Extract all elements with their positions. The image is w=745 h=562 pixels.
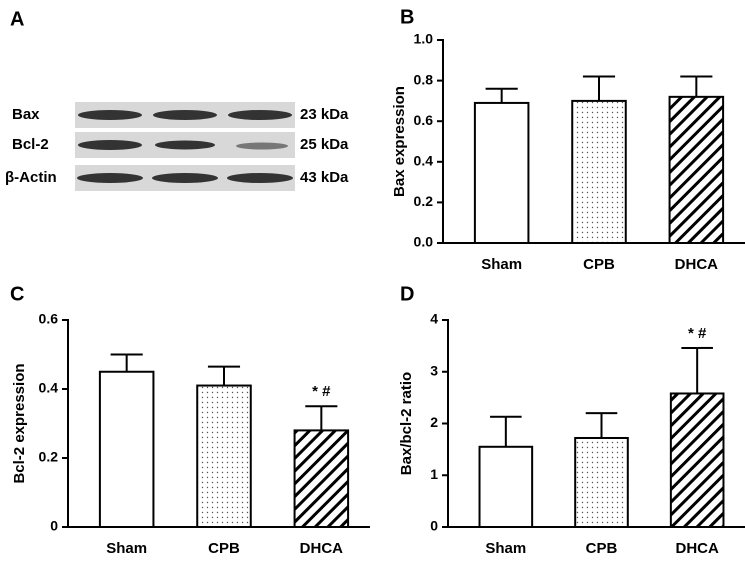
protein-label: β-Actin	[5, 169, 57, 186]
y-tick-label: 4	[430, 311, 438, 327]
size-label: 43 kDa	[300, 169, 349, 186]
x-tick-label: DHCA	[675, 256, 718, 273]
y-axis-label: Bcl-2 expression	[11, 363, 28, 483]
y-tick-label: 0.2	[39, 449, 59, 465]
significance-label: * #	[688, 325, 707, 342]
panel-label: D	[400, 283, 414, 305]
y-tick-label: 1	[430, 466, 438, 482]
bar	[574, 436, 629, 528]
y-tick-label: 0	[50, 518, 58, 534]
y-axis-label: Bax/bcl-2 ratio	[398, 372, 415, 475]
bar	[571, 99, 627, 245]
panel-label: A	[10, 8, 24, 30]
y-tick-label: 0.4	[39, 380, 59, 396]
x-tick-label: DHCA	[675, 540, 718, 557]
y-tick-label: 0	[430, 518, 438, 534]
blot-panel: A Bax Bcl-2 β-Actin 23 kDa 25 kDa 43 kDa	[5, 8, 349, 191]
x-tick-label: CPB	[583, 256, 615, 273]
y-tick-label: 0.2	[414, 193, 434, 209]
bar	[668, 95, 725, 244]
x-tick-label: CPB	[208, 540, 240, 557]
panel-label: B	[400, 6, 414, 28]
y-tick-label: 0.6	[414, 112, 434, 128]
bar	[473, 101, 530, 245]
y-axis-label: Bax expression	[391, 86, 408, 197]
y-tick-label: 0.8	[414, 71, 434, 87]
y-tick-label: 2	[430, 414, 438, 430]
x-tick-label: CPB	[586, 540, 618, 557]
protein-label: Bcl-2	[12, 136, 49, 153]
blot-bands	[77, 110, 293, 183]
x-tick-label: Sham	[481, 256, 522, 273]
x-tick-label: Sham	[485, 540, 526, 557]
panel-label: C	[10, 283, 24, 305]
bar	[293, 429, 350, 528]
y-tick-label: 0.0	[414, 234, 434, 250]
y-tick-label: 0.6	[39, 311, 59, 327]
x-tick-label: DHCA	[300, 540, 343, 557]
y-tick-label: 3	[430, 362, 438, 378]
significance-label: * #	[312, 383, 331, 400]
bar	[669, 392, 725, 528]
x-tick-label: Sham	[106, 540, 147, 557]
bar	[98, 370, 155, 528]
protein-label: Bax	[12, 106, 40, 123]
y-tick-label: 0.4	[414, 153, 434, 169]
size-label: 23 kDa	[300, 106, 349, 123]
bar	[478, 445, 534, 529]
size-label: 25 kDa	[300, 136, 349, 153]
y-tick-label: 1.0	[414, 31, 434, 47]
bar	[196, 384, 252, 528]
